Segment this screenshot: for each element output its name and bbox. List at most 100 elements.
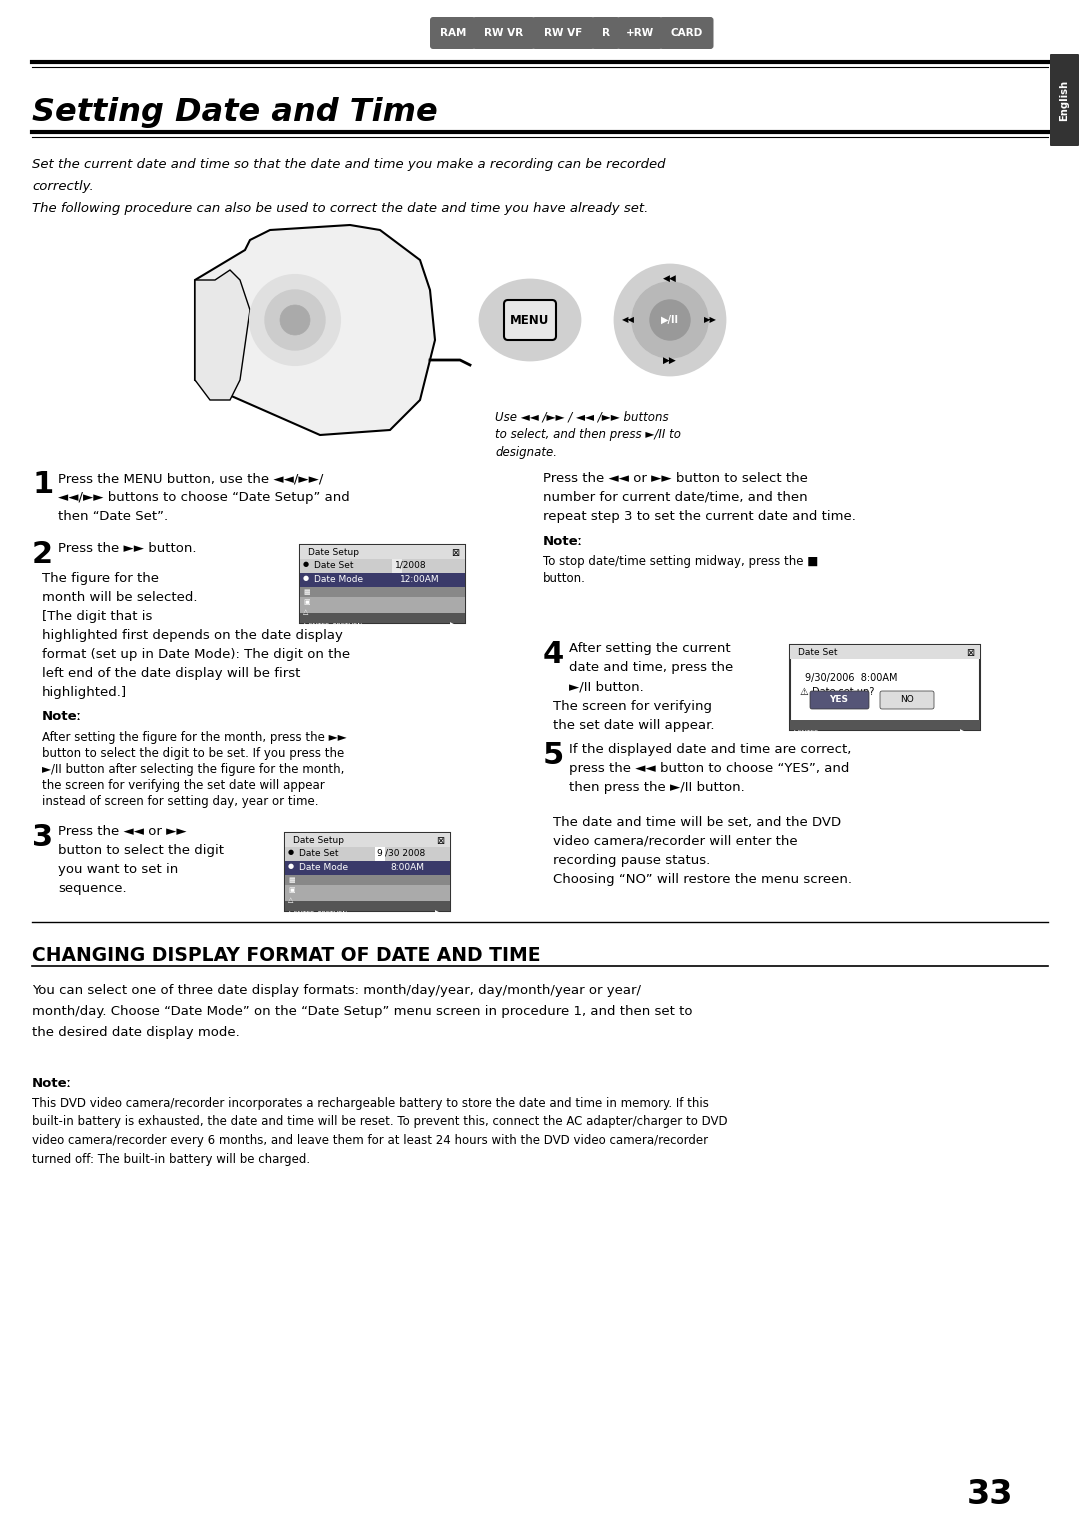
Text: ⊠: ⊠ [436,836,444,846]
Text: 9/30/2006  8:00AM: 9/30/2006 8:00AM [805,673,897,683]
Bar [285,847,450,861]
Text: The screen for verifying: The screen for verifying [553,700,712,713]
Text: △: △ [288,898,294,904]
Text: Set the current date and time so that the date and time you make a recording can: Set the current date and time so that th… [32,157,665,171]
Bar [285,833,450,911]
Text: 33: 33 [967,1479,1013,1512]
Text: 1/2008: 1/2008 [395,561,427,570]
Text: English: English [1059,80,1069,121]
Bar [285,901,450,911]
Circle shape [632,281,708,358]
Text: MENU: MENU [511,313,550,327]
Text: If the displayed date and time are correct,: If the displayed date and time are corre… [569,743,851,755]
Text: ●: ● [303,561,309,567]
Text: Date Set: Date Set [314,561,353,570]
Text: ▶: ▶ [960,729,964,734]
FancyBboxPatch shape [592,17,620,49]
Text: The date and time will be set, and the DVD: The date and time will be set, and the D… [553,816,841,829]
Text: ◀◀: ◀◀ [663,274,677,283]
Text: ●: ● [288,862,294,868]
Text: format (set up in Date Mode): The digit on the: format (set up in Date Mode): The digit … [42,648,350,661]
Text: ▦: ▦ [303,589,310,595]
Text: ►/II button after selecting the figure for the month,: ►/II button after selecting the figure f… [42,763,345,777]
Bar [789,720,980,729]
Bar [285,833,450,847]
Text: month will be selected.: month will be selected. [42,592,198,604]
Text: The following procedure can also be used to correct the date and time you have a: The following procedure can also be used… [32,202,648,216]
FancyBboxPatch shape [660,17,714,49]
Bar [300,607,465,618]
Text: designate.: designate. [495,446,557,459]
Text: ▶▶: ▶▶ [703,315,716,324]
Text: Press the ◄◄ or ►►: Press the ◄◄ or ►► [58,826,187,838]
Text: built-in battery is exhausted, the date and time will be reset. To prevent this,: built-in battery is exhausted, the date … [32,1116,728,1128]
Text: number for current date/time, and then: number for current date/time, and then [543,491,808,505]
Circle shape [650,300,690,339]
Text: After setting the figure for the month, press the ►►: After setting the figure for the month, … [42,731,347,745]
Text: highlighted.]: highlighted.] [42,687,127,699]
Text: ◀◀: ◀◀ [621,315,635,324]
Polygon shape [195,271,249,401]
Text: This DVD video camera/recorder incorporates a rechargeable battery to store the : This DVD video camera/recorder incorpora… [32,1096,708,1110]
FancyBboxPatch shape [532,17,594,49]
Text: 1: 1 [32,469,53,498]
Text: To stop date/time setting midway, press the ■: To stop date/time setting midway, press … [543,555,819,567]
Bar [285,885,450,894]
Bar [300,596,465,607]
Text: ⚠: ⚠ [800,687,809,697]
Text: left end of the date display will be first: left end of the date display will be fir… [42,667,300,680]
Text: Date Mode: Date Mode [299,862,348,872]
Text: Press the ►► button.: Press the ►► button. [58,541,197,555]
Text: sequence.: sequence. [58,882,126,894]
Text: 8:00AM: 8:00AM [390,862,424,872]
Text: 3: 3 [32,823,53,852]
Text: correctly.: correctly. [32,180,94,193]
Text: turned off: The built-in battery will be charged.: turned off: The built-in battery will be… [32,1153,310,1165]
Text: press the ◄◄ button to choose “YES”, and: press the ◄◄ button to choose “YES”, and [569,761,849,775]
FancyBboxPatch shape [1050,54,1079,145]
Text: △: △ [303,609,309,615]
Text: button.: button. [543,572,585,586]
Text: Date Mode: Date Mode [314,575,363,584]
Polygon shape [195,225,435,434]
Text: video camera/recorder will enter the: video camera/recorder will enter the [553,835,798,849]
Text: RAM: RAM [440,28,465,38]
Ellipse shape [480,280,580,359]
Text: video camera/recorder every 6 months, and leave them for at least 24 hours with : video camera/recorder every 6 months, an… [32,1135,708,1147]
Bar [285,894,450,905]
Text: ◄◄/►► buttons to choose “Date Setup” and: ◄◄/►► buttons to choose “Date Setup” and [58,491,350,505]
Bar [392,560,402,573]
Bar [285,861,450,875]
Text: After setting the current: After setting the current [569,642,731,654]
Text: ⊠: ⊠ [966,648,974,657]
Text: the desired date display mode.: the desired date display mode. [32,1026,240,1040]
Bar [300,573,465,587]
Text: CARD: CARD [671,28,703,38]
Text: Date Set: Date Set [798,648,837,657]
Text: R: R [602,28,610,38]
Bar [789,645,980,659]
Bar [375,847,384,861]
Circle shape [265,291,325,350]
Text: Press the ◄◄ or ►► button to select the: Press the ◄◄ or ►► button to select the [543,472,808,485]
Bar [300,544,465,560]
Text: 9: 9 [376,849,381,858]
Text: 4: 4 [543,641,564,670]
Text: the set date will appear.: the set date will appear. [553,719,715,732]
FancyBboxPatch shape [617,17,662,49]
Text: ▶ENTER ⟲RETURN: ▶ENTER ⟲RETURN [289,910,347,914]
Text: ●: ● [303,575,309,581]
Circle shape [615,265,725,375]
Text: Date set up?: Date set up? [812,687,875,697]
Text: 2: 2 [32,540,53,569]
Text: You can select one of three date display formats: month/day/year, day/month/year: You can select one of three date display… [32,985,642,997]
Text: NO: NO [900,696,914,705]
Text: highlighted first depends on the date display: highlighted first depends on the date di… [42,628,342,642]
FancyBboxPatch shape [810,691,869,709]
Text: ▶ENTER ⟲RETURN: ▶ENTER ⟲RETURN [303,622,362,627]
Text: button to select the digit: button to select the digit [58,844,224,856]
Text: repeat step 3 to set the current date and time.: repeat step 3 to set the current date an… [543,511,855,523]
FancyBboxPatch shape [880,691,934,709]
Text: date and time, press the: date and time, press the [569,661,733,674]
Text: +RW: +RW [625,28,653,38]
